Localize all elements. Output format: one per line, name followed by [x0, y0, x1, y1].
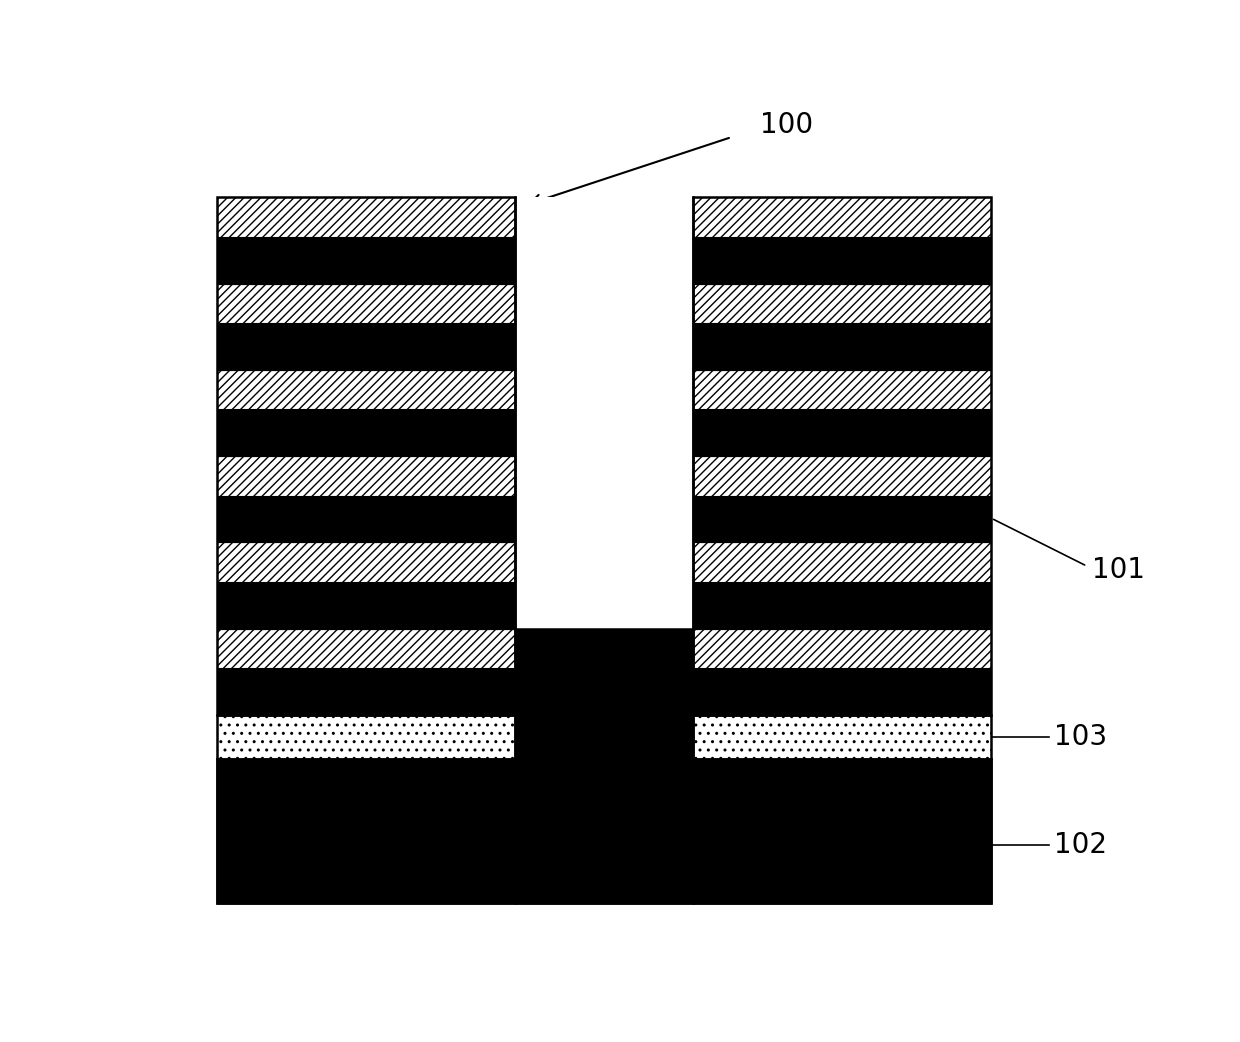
Bar: [693, 197, 991, 237]
Bar: [693, 456, 991, 496]
Bar: [693, 410, 991, 456]
Bar: [217, 628, 516, 668]
Bar: [217, 456, 516, 496]
Text: 102: 102: [1054, 832, 1106, 860]
Bar: [693, 668, 991, 715]
Bar: [217, 542, 516, 581]
Bar: [217, 715, 516, 759]
Bar: [516, 197, 693, 628]
Bar: [217, 197, 516, 715]
Bar: [693, 197, 991, 715]
Bar: [693, 581, 991, 628]
Text: 101: 101: [1092, 556, 1145, 585]
Bar: [217, 581, 516, 628]
Bar: [217, 668, 516, 715]
Text: 100: 100: [760, 111, 813, 139]
Bar: [693, 283, 991, 323]
Bar: [217, 197, 516, 237]
Bar: [217, 759, 991, 903]
Bar: [693, 496, 991, 542]
Bar: [217, 410, 516, 456]
Bar: [516, 628, 693, 715]
Bar: [693, 323, 991, 370]
Bar: [217, 370, 516, 410]
Bar: [516, 715, 693, 759]
Bar: [217, 283, 516, 323]
Bar: [693, 237, 991, 283]
Bar: [217, 323, 516, 370]
Bar: [693, 715, 991, 759]
Text: 103: 103: [1054, 723, 1106, 750]
Bar: [693, 370, 991, 410]
Bar: [693, 715, 991, 759]
Bar: [693, 542, 991, 581]
Bar: [217, 759, 991, 903]
Bar: [217, 715, 516, 759]
Bar: [217, 496, 516, 542]
Bar: [217, 237, 516, 283]
Bar: [693, 628, 991, 668]
